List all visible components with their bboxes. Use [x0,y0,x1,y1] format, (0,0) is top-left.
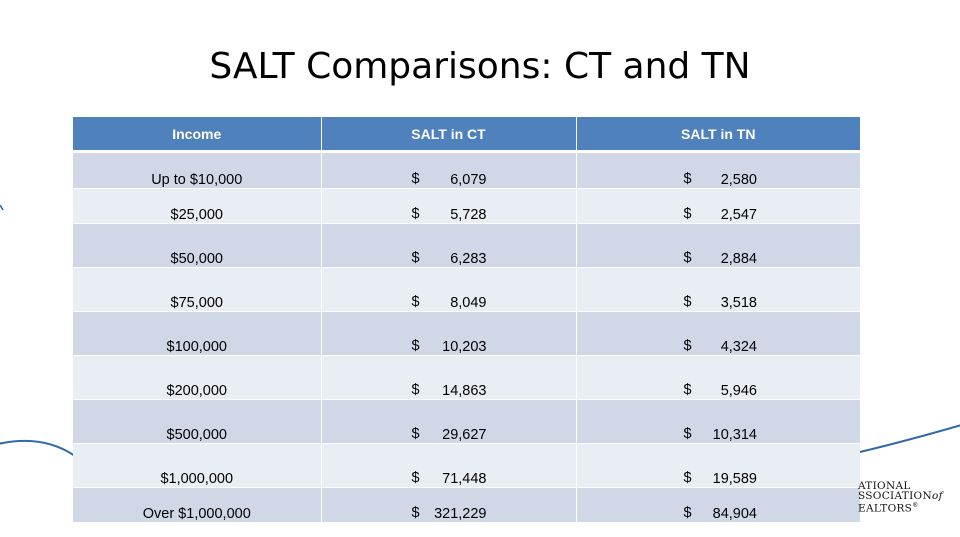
header-salt-ct: SALT in CT [321,117,577,153]
salt-ct-cell: $5,728 [321,188,577,224]
salt-tn-amount: 5,946 [720,383,757,399]
table-row: $200,000 $14,863 $5,946 [73,355,860,400]
income-cell: $75,000 [73,267,322,312]
currency-symbol: $ [411,505,420,521]
currency-symbol: $ [411,171,420,187]
salt-ct-amount: 6,283 [450,251,487,267]
table-header-row: Income SALT in CT SALT in TN [73,117,860,153]
currency-symbol: $ [411,294,420,310]
income-cell: $50,000 [73,223,322,268]
logo-line-2: SSOCIATIONof [858,490,943,502]
salt-ct-cell: $29,627 [321,399,577,444]
currency-symbol: $ [411,470,420,486]
currency-symbol: $ [683,294,692,310]
salt-ct-amount: 14,863 [442,383,487,399]
salt-tn-cell: $10,314 [576,399,860,444]
income-cell: $1,000,000 [73,443,322,488]
salt-tn-cell: $3,518 [576,267,860,312]
salt-tn-cell: $2,547 [576,188,860,224]
currency-symbol: $ [411,250,420,266]
salt-tn-amount: 19,589 [712,471,757,487]
salt-tn-cell: $5,946 [576,355,860,400]
salt-ct-amount: 8,049 [450,295,487,311]
salt-ct-amount: 29,627 [442,427,487,443]
salt-tn-amount: 2,884 [720,251,757,267]
currency-symbol: $ [683,382,692,398]
salt-tn-cell: $4,324 [576,311,860,356]
salt-tn-cell: $2,884 [576,223,860,268]
table-row: $75,000 $8,049 $3,518 [73,267,860,312]
salt-tn-cell: $19,589 [576,443,860,488]
salt-ct-cell: $10,203 [321,311,577,356]
currency-symbol: $ [683,426,692,442]
currency-symbol: $ [683,171,692,187]
income-cell: $25,000 [73,188,322,224]
salt-ct-cell: $8,049 [321,267,577,312]
salt-ct-amount: 321,229 [434,506,487,522]
salt-ct-cell: $6,283 [321,223,577,268]
currency-symbol: $ [683,470,692,486]
currency-symbol: $ [683,505,692,521]
header-income: Income [73,117,322,153]
logo-line-3: EALTORS® [858,502,919,515]
currency-symbol: $ [411,206,420,222]
slide-title: SALT Comparisons: CT and TN [209,46,751,87]
salt-tn-amount: 4,324 [720,339,757,355]
salt-comparison-table: Income SALT in CT SALT in TN Up to $10,0… [73,117,860,523]
currency-symbol: $ [683,206,692,222]
table-row: $50,000 $6,283 $2,884 [73,223,860,268]
salt-ct-amount: 10,203 [442,339,487,355]
table-row: Up to $10,000 $6,079 $2,580 [73,151,860,189]
currency-symbol: $ [683,250,692,266]
logo-line-1: ATIONAL [858,480,911,492]
income-cell: Over $1,000,000 [73,487,322,523]
salt-tn-amount: 10,314 [712,427,757,443]
currency-symbol: $ [411,338,420,354]
salt-tn-amount: 84,904 [712,506,757,522]
table-row: Over $1,000,000 $321,229 $84,904 [73,487,860,523]
salt-tn-cell: $2,580 [576,151,860,189]
header-salt-tn: SALT in TN [576,117,860,153]
table-row: $1,000,000 $71,448 $19,589 [73,443,860,488]
salt-ct-cell: $71,448 [321,443,577,488]
table-row: $500,000 $29,627 $10,314 [73,399,860,444]
salt-tn-cell: $84,904 [576,487,860,523]
salt-tn-amount: 2,547 [720,207,757,223]
income-cell: $500,000 [73,399,322,444]
salt-tn-amount: 3,518 [720,295,757,311]
table-row: $100,000 $10,203 $4,324 [73,311,860,356]
realtors-logo: ATIONAL SSOCIATIONof EALTORS® [858,481,960,514]
currency-symbol: $ [411,382,420,398]
income-cell: Up to $10,000 [73,151,322,189]
salt-ct-cell: $14,863 [321,355,577,400]
currency-symbol: $ [683,338,692,354]
salt-ct-cell: $6,079 [321,151,577,189]
income-cell: $100,000 [73,311,322,356]
currency-symbol: $ [411,426,420,442]
salt-ct-amount: 5,728 [450,207,487,223]
income-cell: $200,000 [73,355,322,400]
salt-tn-amount: 2,580 [720,172,757,188]
salt-ct-cell: $321,229 [321,487,577,523]
salt-ct-amount: 71,448 [442,471,487,487]
table-row: $25,000 $5,728 $2,547 [73,188,860,224]
salt-ct-amount: 6,079 [450,172,487,188]
